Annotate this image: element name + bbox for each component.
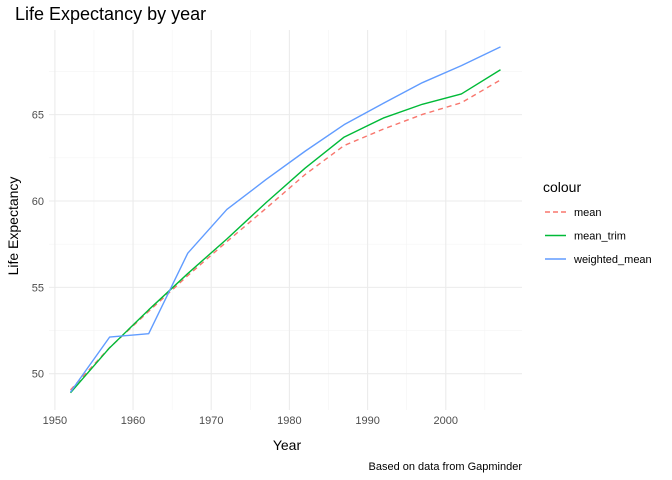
x-tick-label: 1980 <box>277 415 301 427</box>
x-tick-label: 1960 <box>121 415 145 427</box>
x-axis-title: Year <box>273 437 302 453</box>
series-lines <box>69 46 501 394</box>
series-line-mean-trim <box>69 69 501 394</box>
legend-label: weighted_mean <box>573 254 652 266</box>
x-tick-label: 1970 <box>199 415 223 427</box>
series-line-weighted-mean <box>69 46 501 393</box>
y-tick-label: 60 <box>32 196 44 208</box>
series-line-mean <box>69 79 501 391</box>
major-gridlines <box>49 30 522 410</box>
legend-title: colour <box>543 179 581 195</box>
y-axis-tick-labels: 50 55 60 65 <box>32 110 44 381</box>
minor-gridlines <box>49 30 522 410</box>
chart-caption: Based on data from Gapminder <box>369 461 523 473</box>
y-tick-label: 55 <box>32 282 44 294</box>
y-axis-title: Life Expectancy <box>5 177 21 276</box>
x-tick-label: 1950 <box>43 415 67 427</box>
y-tick-label: 65 <box>32 110 44 122</box>
chart-title: Life Expectancy by year <box>15 4 206 24</box>
x-tick-label: 1990 <box>355 415 379 427</box>
legend-label: mean_trim <box>574 231 626 243</box>
x-tick-label: 2000 <box>434 415 458 427</box>
y-tick-label: 50 <box>32 369 44 381</box>
x-axis-tick-labels: 1950 1960 1970 1980 1990 2000 <box>43 415 458 427</box>
legend-label: mean <box>574 207 602 219</box>
legend: colour mean mean_trim weighted_mean <box>543 179 652 266</box>
